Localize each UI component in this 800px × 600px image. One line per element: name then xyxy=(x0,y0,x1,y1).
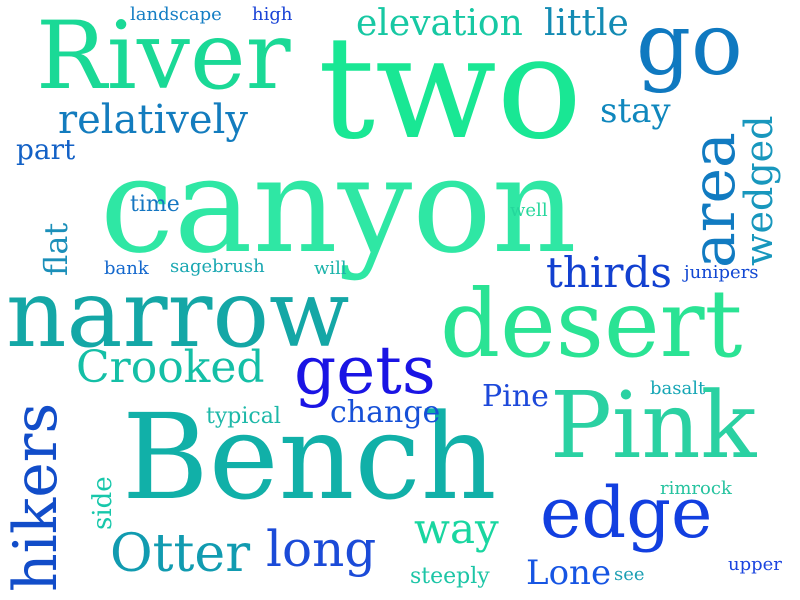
word-pine: Pine xyxy=(482,379,549,414)
word-gets: gets xyxy=(294,332,436,409)
word-wedged: wedged xyxy=(737,115,781,266)
word-hikers: hikers xyxy=(1,402,71,592)
word-steeply: steeply xyxy=(410,564,490,589)
word-relatively: relatively xyxy=(58,97,248,143)
word-rimrock: rimrock xyxy=(660,478,732,499)
word-long: long xyxy=(266,520,377,578)
word-stay: stay xyxy=(600,91,671,131)
word-time: time xyxy=(130,192,180,217)
word-two: two xyxy=(318,6,583,171)
word-area: area xyxy=(679,132,749,268)
word-typical: typical xyxy=(206,404,281,429)
word-high: high xyxy=(252,4,293,25)
word-junipers: junipers xyxy=(684,262,759,283)
word-side: side xyxy=(88,476,118,530)
word-flat: flat xyxy=(37,222,75,276)
word-see: see xyxy=(614,564,645,585)
word-sagebrush: sagebrush xyxy=(170,256,265,277)
word-canyon: canyon xyxy=(100,129,577,283)
word-little: little xyxy=(544,3,629,44)
word-change: change xyxy=(330,395,441,430)
word-elevation: elevation xyxy=(356,3,523,44)
word-river: River xyxy=(36,2,291,111)
word-pink: Pink xyxy=(550,372,757,479)
word-will: will xyxy=(314,258,347,279)
word-way: way xyxy=(414,504,499,553)
word-thirds: thirds xyxy=(546,248,672,297)
word-desert: desert xyxy=(440,270,743,379)
word-go: go xyxy=(636,0,743,95)
word-landscape: landscape xyxy=(130,4,222,25)
word-narrow: narrow xyxy=(6,260,350,369)
word-upper: upper xyxy=(728,554,782,575)
word-lone: Lone xyxy=(526,553,612,593)
word-bank: bank xyxy=(104,258,149,279)
word-basalt: basalt xyxy=(650,378,706,399)
word-part: part xyxy=(16,133,76,166)
word-edge: edge xyxy=(540,472,713,554)
word-bench: Bench xyxy=(122,388,497,526)
word-well: well xyxy=(510,200,548,221)
word-crooked: Crooked xyxy=(76,342,265,393)
word-otter: Otter xyxy=(110,524,251,584)
